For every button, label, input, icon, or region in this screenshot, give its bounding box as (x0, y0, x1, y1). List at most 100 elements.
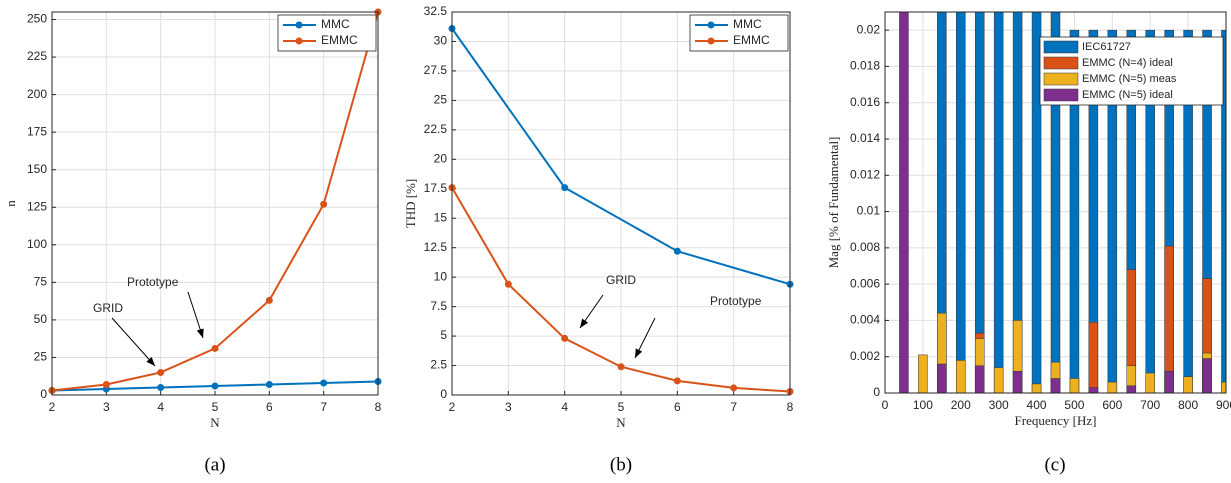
bar (1107, 29, 1118, 393)
bar (899, 12, 909, 393)
legend-label: MMC (321, 17, 350, 31)
legend-marker (707, 37, 715, 45)
caption: (b) (610, 454, 632, 475)
x-tick-label: 2 (49, 400, 56, 414)
bar (1012, 12, 1023, 393)
x-tick-label: 8 (375, 400, 382, 414)
annotation: GRID (93, 301, 123, 315)
y-tick-label: 250 (27, 12, 47, 26)
y-tick-label: 50 (34, 312, 48, 326)
caption: (a) (204, 454, 225, 475)
legend-marker (295, 37, 303, 45)
point (265, 380, 273, 388)
y-tick-label: 0.02 (857, 22, 881, 36)
x-tick-label: 100 (913, 398, 933, 412)
point (320, 379, 328, 387)
y-tick-label: 0.014 (850, 131, 880, 145)
bar (1088, 387, 1099, 393)
point (617, 363, 625, 371)
x-tick-label: 500 (1064, 398, 1084, 412)
bar (1126, 385, 1137, 393)
legend-label: EMMC (733, 33, 770, 47)
bar (1221, 29, 1226, 393)
x-tick-label: 6 (674, 400, 681, 414)
x-tick-label: 700 (1140, 398, 1160, 412)
bar (1050, 378, 1061, 393)
y-tick-label: 25 (34, 350, 48, 364)
bar (1202, 29, 1212, 393)
point (673, 377, 681, 385)
legend-label: IEC61727 (1082, 41, 1131, 53)
y-tick-label: 0.01 (857, 204, 881, 218)
bar (1164, 29, 1174, 393)
y-tick-label: 125 (27, 199, 47, 213)
legend-marker (295, 21, 303, 29)
x-tick-label: 4 (157, 400, 164, 414)
bar (1145, 372, 1155, 393)
legend-label: EMMC (N=5) ideal (1082, 89, 1173, 101)
x-tick-label: 800 (1178, 398, 1198, 412)
point (561, 184, 569, 192)
bar (1183, 29, 1193, 393)
point (157, 383, 165, 391)
y-tick-label: 200 (27, 87, 47, 101)
y-tick-label: 32.5 (424, 4, 448, 18)
y-tick-label: 0 (40, 387, 47, 401)
annotation-arrow (634, 317, 656, 359)
legend-swatch (1043, 88, 1079, 102)
y-tick-label: 0 (440, 387, 447, 401)
y-tick-label: 20 (434, 151, 448, 165)
bar (974, 12, 985, 393)
legend-swatch (1043, 72, 1079, 86)
bar (1202, 358, 1212, 393)
chart: 0 25 50 75 100 125 150 175 200 225 250 2 3 4 5 6 7 8 Nn (a)… (3, 8, 382, 475)
legend-label: EMMC (N=4) ideal (1082, 57, 1173, 69)
bar (1164, 370, 1174, 393)
axes-box (51, 11, 379, 396)
y-tick-label: 0.002 (850, 349, 880, 363)
y-tick-label: 7.5 (430, 299, 447, 313)
x-tick-label: 5 (618, 400, 625, 414)
y-tick-label: 0.006 (850, 276, 880, 290)
axes-box (884, 11, 1227, 394)
bar (1031, 12, 1042, 393)
bar (937, 12, 947, 393)
bar (1050, 12, 1061, 393)
point (504, 280, 512, 288)
bar (993, 12, 1004, 393)
x-tick-label: 7 (320, 400, 327, 414)
x-tick-label: 3 (505, 400, 512, 414)
caption: (c) (1044, 454, 1065, 475)
y-tick-label: 0.004 (850, 313, 880, 327)
x-axis-label: Frequency [Hz] (1015, 413, 1097, 428)
legend-box (689, 14, 789, 52)
point (320, 200, 328, 208)
point (211, 382, 219, 390)
bar (1221, 381, 1226, 393)
y-tick-label: 0.008 (850, 240, 880, 254)
x-tick-label: 7 (730, 400, 737, 414)
y-tick-label: 0.016 (850, 95, 880, 109)
x-tick-label: 400 (1027, 398, 1047, 412)
legend-swatch (1043, 56, 1079, 70)
legend-marker (707, 21, 715, 29)
bar (1126, 269, 1137, 393)
bar (1012, 370, 1023, 393)
bar (956, 12, 966, 393)
x-tick-label: 6 (266, 400, 273, 414)
point (673, 247, 681, 255)
x-tick-label: 2 (449, 400, 456, 414)
y-tick-label: 100 (27, 237, 47, 251)
bar (1069, 29, 1080, 393)
y-tick-label: 5 (440, 328, 447, 342)
y-tick-label: 0 (873, 385, 880, 399)
bar (1202, 278, 1212, 393)
y-tick-label: 22.5 (424, 122, 448, 136)
annotation: GRID (606, 273, 636, 287)
y-tick-label: 27.5 (424, 63, 448, 77)
annotation: Prototype (127, 275, 179, 289)
y-axis-label: THD [%] (403, 179, 418, 228)
annotation-arrow (579, 294, 604, 329)
y-tick-label: 17.5 (424, 181, 448, 195)
